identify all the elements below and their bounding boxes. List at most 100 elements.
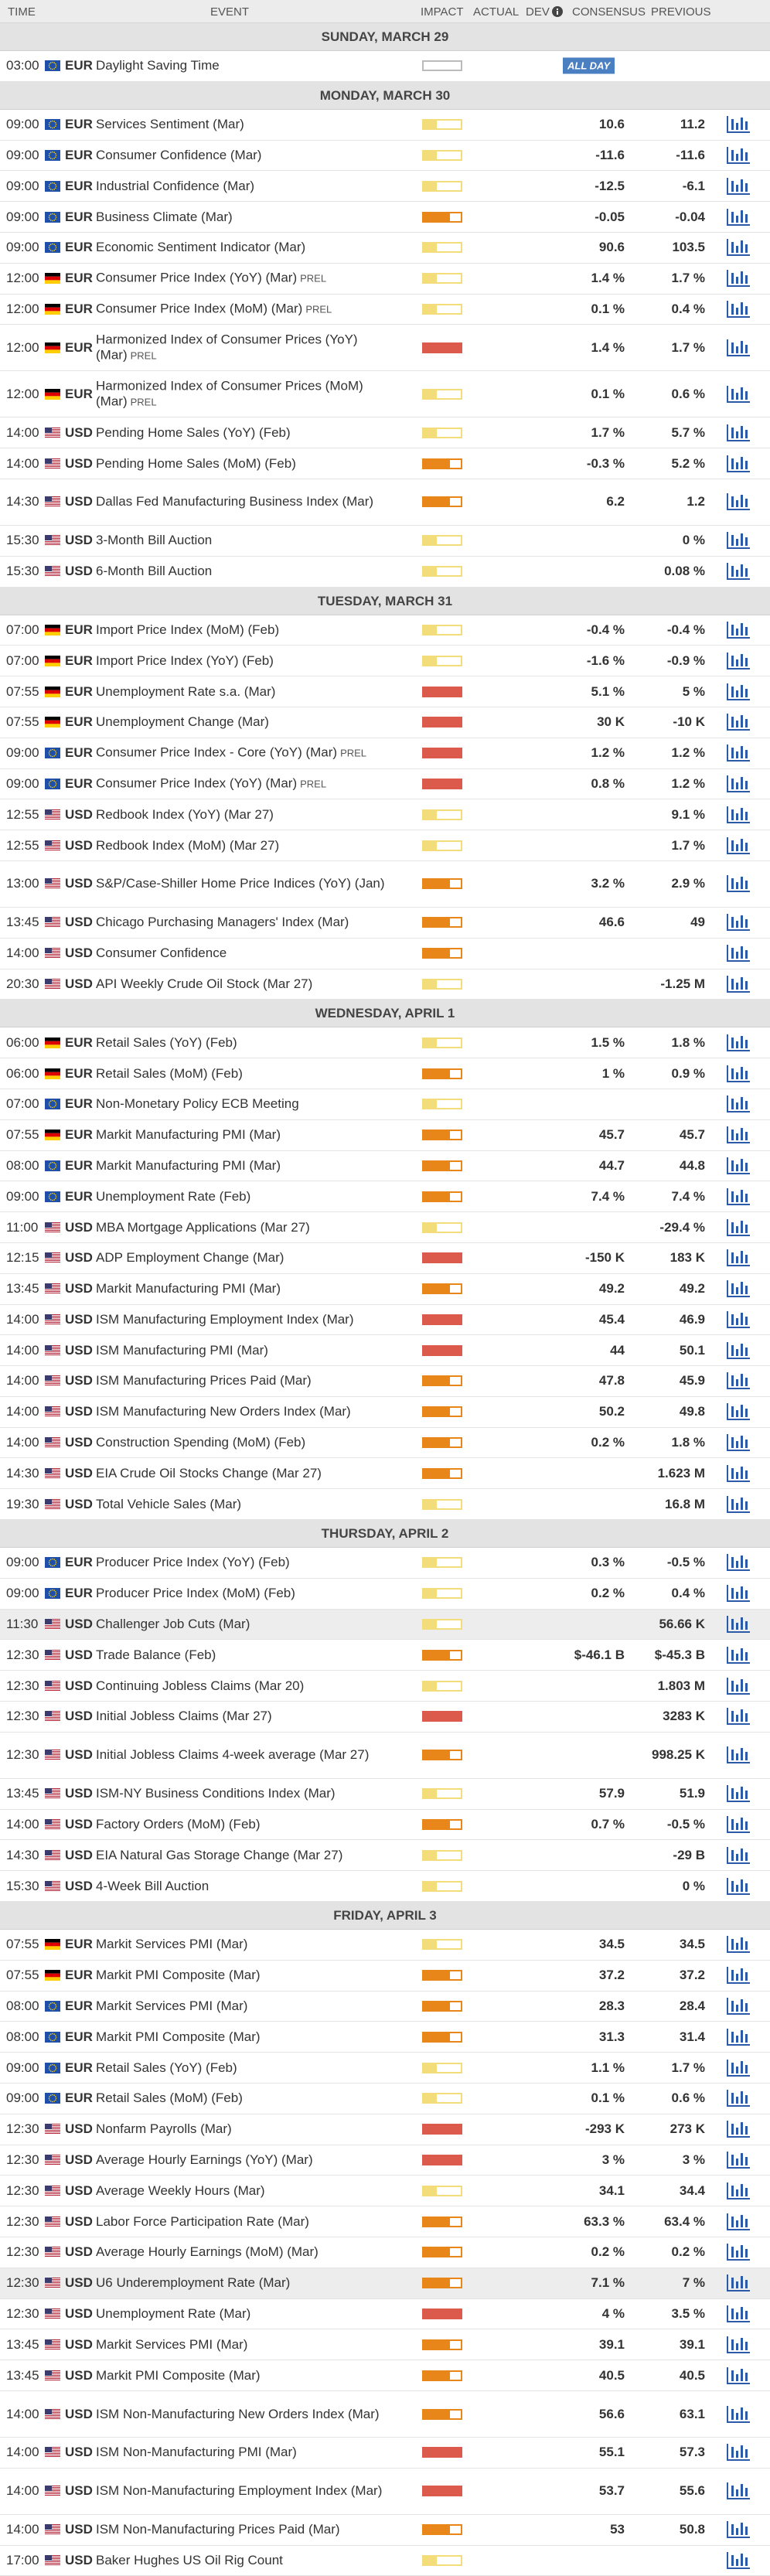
chart-icon[interactable]	[725, 2304, 751, 2324]
event-title[interactable]: S&P/Case-Shiller Home Price Indices (YoY…	[96, 876, 385, 891]
chart-icon[interactable]	[725, 2442, 751, 2462]
chart-icon[interactable]	[725, 114, 751, 135]
event-title[interactable]: Pending Home Sales (MoM) (Feb)	[96, 455, 296, 471]
chart-icon[interactable]	[725, 1218, 751, 1238]
event-title[interactable]: ISM Non-Manufacturing Employment Index (…	[96, 2483, 383, 2499]
event-title[interactable]: Average Hourly Earnings (MoM) (Mar)	[96, 2244, 319, 2260]
chart-icon[interactable]	[725, 1583, 751, 1603]
event-title[interactable]: Challenger Job Cuts (Mar)	[96, 1617, 250, 1632]
event-title[interactable]: Producer Price Index (MoM) (Feb)	[96, 1586, 295, 1601]
event-title[interactable]: Consumer Price Index (YoY) (Mar)	[96, 775, 298, 791]
event-title[interactable]: Nonfarm Payrolls (Mar)	[96, 2121, 232, 2137]
event-title[interactable]: ISM Non-Manufacturing Prices Paid (Mar)	[96, 2522, 340, 2537]
event-title[interactable]: ISM Manufacturing Prices Paid (Mar)	[96, 1373, 312, 1389]
event-title[interactable]: Unemployment Change (Mar)	[96, 714, 269, 730]
chart-icon[interactable]	[725, 1996, 751, 2016]
chart-icon[interactable]	[725, 1125, 751, 1145]
event-title[interactable]: Markit Services PMI (Mar)	[96, 1998, 248, 2014]
event-title[interactable]: Industrial Confidence (Mar)	[96, 178, 255, 193]
chart-icon[interactable]	[725, 1784, 751, 1804]
event-title[interactable]: Harmonized Index of Consumer Prices (MoM…	[96, 378, 363, 409]
event-title[interactable]: Continuing Jobless Claims (Mar 20)	[96, 1678, 305, 1693]
chart-icon[interactable]	[725, 1494, 751, 1515]
chart-icon[interactable]	[725, 1845, 751, 1866]
event-title[interactable]: EIA Natural Gas Storage Change (Mar 27)	[96, 1847, 343, 1862]
chart-icon[interactable]	[725, 2150, 751, 2170]
chart-icon[interactable]	[725, 2212, 751, 2232]
event-title[interactable]: Consumer Confidence (Mar)	[96, 147, 262, 162]
chart-icon[interactable]	[725, 2058, 751, 2078]
chart-icon[interactable]	[725, 1552, 751, 1573]
event-title[interactable]: ADP Employment Change (Mar)	[96, 1250, 284, 1266]
chart-icon[interactable]	[725, 338, 751, 358]
chart-icon[interactable]	[725, 1814, 751, 1835]
chart-icon[interactable]	[725, 530, 751, 550]
chart-icon[interactable]	[725, 1463, 751, 1484]
chart-icon[interactable]	[725, 1341, 751, 1361]
event-title[interactable]: Initial Jobless Claims 4-week average (M…	[96, 1747, 370, 1763]
chart-icon[interactable]	[725, 805, 751, 825]
event-title[interactable]: ISM Non-Manufacturing New Orders Index (…	[96, 2406, 380, 2421]
chart-icon[interactable]	[725, 1706, 751, 1726]
event-title[interactable]: Retail Sales (YoY) (Feb)	[96, 1034, 237, 1050]
event-title[interactable]: Markit Manufacturing PMI (Mar)	[96, 1157, 281, 1173]
chart-icon[interactable]	[725, 1248, 751, 1268]
chart-icon[interactable]	[725, 2550, 751, 2571]
chart-icon[interactable]	[725, 268, 751, 288]
event-title[interactable]: Labor Force Participation Rate (Mar)	[96, 2213, 309, 2229]
event-title[interactable]: Chicago Purchasing Managers' Index (Mar)	[96, 915, 349, 930]
chart-icon[interactable]	[725, 1094, 751, 1114]
event-title[interactable]: Pending Home Sales (YoY) (Feb)	[96, 424, 291, 440]
event-title[interactable]: API Weekly Crude Oil Stock (Mar 27)	[96, 976, 313, 991]
event-title[interactable]: Markit Manufacturing PMI (Mar)	[96, 1281, 281, 1297]
chart-icon[interactable]	[725, 1876, 751, 1896]
event-title[interactable]: ISM Manufacturing Employment Index (Mar)	[96, 1311, 354, 1327]
chart-icon[interactable]	[725, 743, 751, 763]
chart-icon[interactable]	[725, 1156, 751, 1176]
chart-icon[interactable]	[725, 1745, 751, 1765]
chart-icon[interactable]	[725, 207, 751, 227]
chart-icon[interactable]	[725, 237, 751, 257]
chart-icon[interactable]	[725, 384, 751, 404]
chart-icon[interactable]	[725, 1433, 751, 1453]
event-title[interactable]: Harmonized Index of Consumer Prices (YoY…	[96, 332, 358, 363]
event-title[interactable]: Markit PMI Composite (Mar)	[96, 2029, 261, 2044]
event-title[interactable]: Dallas Fed Manufacturing Business Index …	[96, 494, 374, 509]
event-title[interactable]: Total Vehicle Sales (Mar)	[96, 1496, 242, 1511]
chart-icon[interactable]	[725, 492, 751, 512]
event-title[interactable]: 6-Month Bill Auction	[96, 564, 213, 579]
chart-icon[interactable]	[725, 2242, 751, 2262]
chart-icon[interactable]	[725, 1614, 751, 1634]
chart-icon[interactable]	[725, 836, 751, 856]
event-title[interactable]: MBA Mortgage Applications (Mar 27)	[96, 1219, 310, 1235]
chart-icon[interactable]	[725, 1402, 751, 1422]
event-title[interactable]: ISM Non-Manufacturing PMI (Mar)	[96, 2445, 297, 2460]
event-title[interactable]: Construction Spending (MoM) (Feb)	[96, 1435, 306, 1450]
event-title[interactable]: Markit PMI Composite (Mar)	[96, 1968, 261, 1983]
event-title[interactable]: ISM Manufacturing New Orders Index (Mar)	[96, 1404, 351, 1419]
chart-icon[interactable]	[725, 912, 751, 932]
event-title[interactable]: Services Sentiment (Mar)	[96, 117, 244, 132]
event-title[interactable]: Markit Services PMI (Mar)	[96, 1937, 248, 1952]
chart-icon[interactable]	[725, 620, 751, 640]
event-title[interactable]: ISM-NY Business Conditions Index (Mar)	[96, 1786, 336, 1801]
chart-icon[interactable]	[725, 2181, 751, 2201]
chart-icon[interactable]	[725, 1033, 751, 1053]
event-title[interactable]: 4-Week Bill Auction	[96, 1878, 210, 1893]
event-title[interactable]: Non-Monetary Policy ECB Meeting	[96, 1096, 299, 1112]
event-title[interactable]: Business Climate (Mar)	[96, 209, 233, 224]
chart-icon[interactable]	[725, 651, 751, 671]
chart-icon[interactable]	[725, 1310, 751, 1330]
event-title[interactable]: Producer Price Index (YoY) (Feb)	[96, 1555, 290, 1570]
chart-icon[interactable]	[725, 2027, 751, 2047]
chart-icon[interactable]	[725, 2273, 751, 2293]
event-title[interactable]: Import Price Index (MoM) (Feb)	[96, 622, 280, 637]
chart-icon[interactable]	[725, 1064, 751, 1084]
chart-icon[interactable]	[725, 2404, 751, 2424]
event-title[interactable]: Consumer Confidence	[96, 946, 227, 961]
chart-icon[interactable]	[725, 774, 751, 794]
event-title[interactable]: EIA Crude Oil Stocks Change (Mar 27)	[96, 1465, 322, 1481]
event-title[interactable]: Unemployment Rate s.a. (Mar)	[96, 683, 276, 699]
event-title[interactable]: Unemployment Rate (Feb)	[96, 1188, 251, 1204]
event-title[interactable]: Unemployment Rate (Mar)	[96, 2306, 251, 2321]
